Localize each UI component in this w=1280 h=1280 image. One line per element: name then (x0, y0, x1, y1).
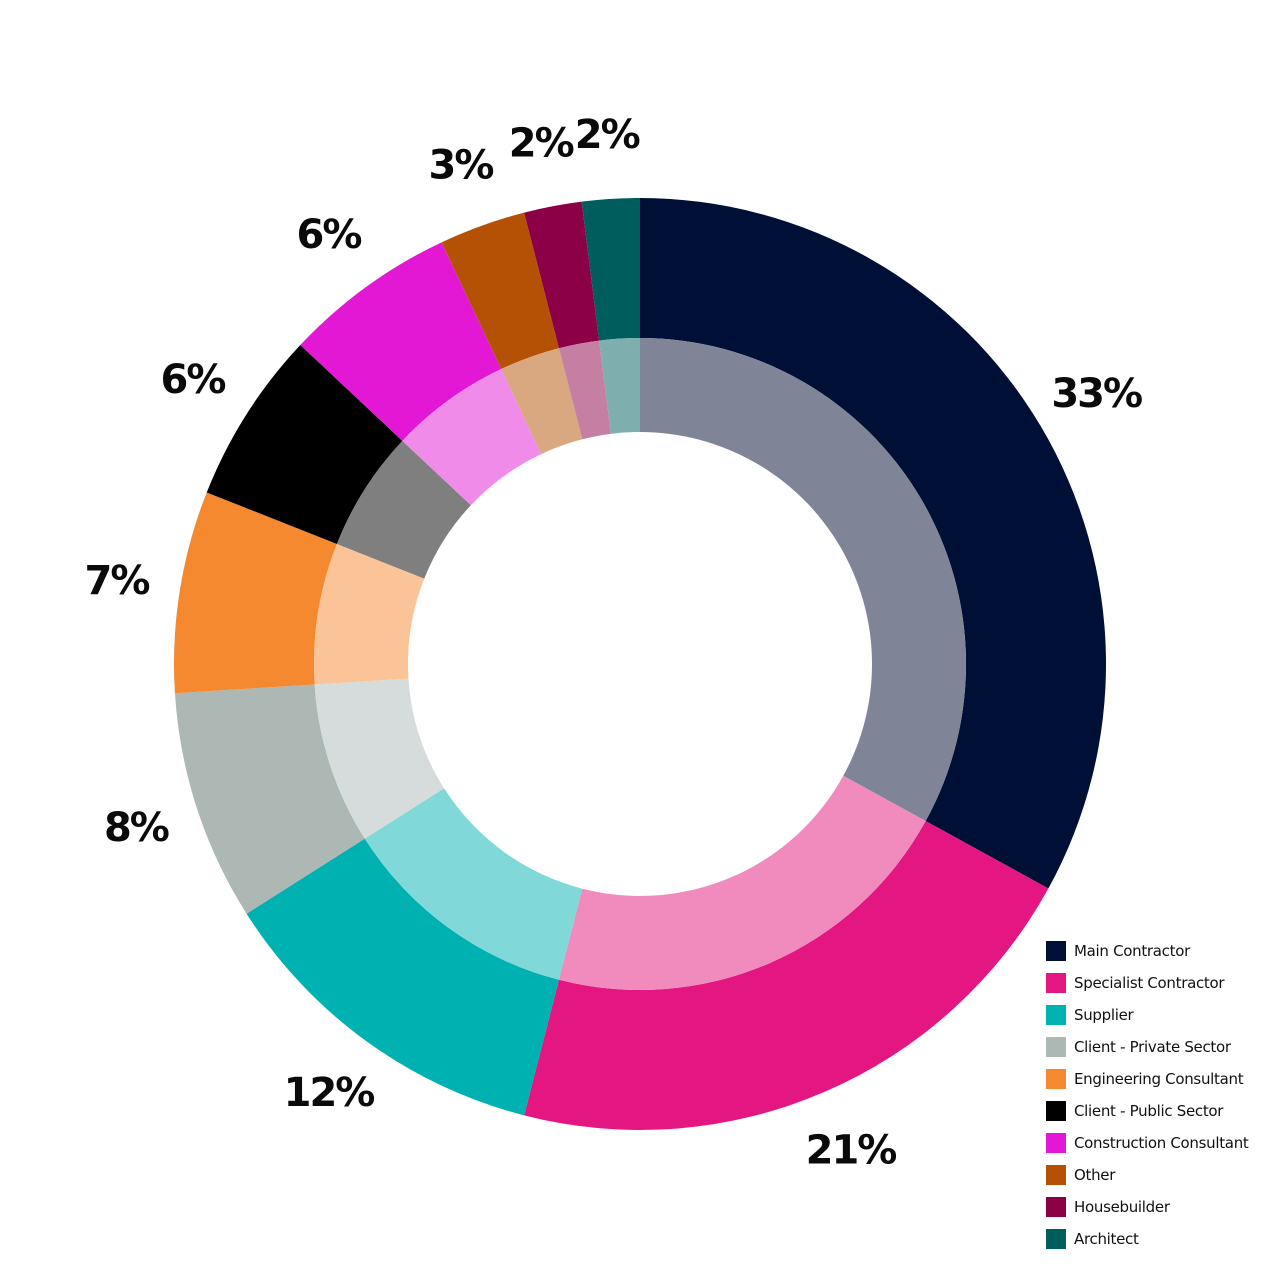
legend-item-client-private-sector: Client - Private Sector (1046, 1031, 1249, 1063)
outer-ring (173, 198, 1107, 1131)
legend-swatch (1046, 1037, 1066, 1057)
slice-inner-main-contractor (640, 338, 967, 822)
slice-inner-specialist-contractor (558, 775, 926, 991)
slice-inner-client-private-sector (314, 678, 445, 839)
slice-outer-other (441, 212, 559, 370)
percent-label-client-public-sector: 6% (161, 357, 226, 403)
legend: Main Contractor Specialist Contractor Supp… (1046, 935, 1249, 1255)
slice-inner-engineering-consultant (313, 543, 425, 685)
legend-swatch (1046, 1005, 1066, 1025)
slice-inner-client-public-sector (336, 440, 471, 579)
inner-ring (313, 338, 967, 991)
percent-labels: 33% 21% 12% 8% 7% 6% 6% 3% 2% 2% (85, 112, 1144, 1173)
slice-inner-housebuilder (558, 340, 611, 440)
legend-item-specialist-contractor: Specialist Contractor (1046, 967, 1249, 999)
slice-inner-architect (599, 338, 640, 434)
legend-item-housebuilder: Housebuilder (1046, 1191, 1249, 1223)
slice-inner-supplier (364, 788, 583, 980)
legend-label: Architect (1074, 1230, 1139, 1248)
legend-swatch (1046, 1197, 1066, 1217)
legend-label: Supplier (1074, 1006, 1134, 1024)
percent-label-architect: 2% (575, 112, 640, 158)
percent-label-supplier: 12% (284, 1070, 375, 1116)
percent-label-other: 3% (429, 142, 494, 188)
legend-item-architect: Architect (1046, 1223, 1249, 1255)
legend-item-construction-consultant: Construction Consultant (1046, 1127, 1249, 1159)
slice-outer-architect (581, 198, 640, 341)
legend-item-supplier: Supplier (1046, 999, 1249, 1031)
legend-label: Construction Consultant (1074, 1134, 1249, 1152)
legend-swatch (1046, 1133, 1066, 1153)
legend-label: Client - Private Sector (1074, 1038, 1231, 1056)
slice-outer-client-private-sector (174, 684, 365, 914)
legend-item-client-public-sector: Client - Public Sector (1046, 1095, 1249, 1127)
slice-outer-specialist-contractor (524, 821, 1049, 1131)
legend-swatch (1046, 1229, 1066, 1249)
slice-outer-client-public-sector (206, 345, 403, 544)
legend-item-main-contractor: Main Contractor (1046, 935, 1249, 967)
percent-label-client-private-sector: 8% (104, 805, 169, 851)
legend-swatch (1046, 1069, 1066, 1089)
legend-label: Client - Public Sector (1074, 1102, 1224, 1120)
slice-outer-housebuilder (524, 201, 600, 349)
slice-inner-other (501, 348, 583, 455)
slice-inner-construction-consultant (402, 369, 542, 506)
legend-swatch (1046, 973, 1066, 993)
legend-swatch (1046, 1165, 1066, 1185)
legend-label: Specialist Contractor (1074, 974, 1225, 992)
legend-swatch (1046, 941, 1066, 961)
slice-outer-supplier (246, 838, 559, 1116)
legend-item-other: Other (1046, 1159, 1249, 1191)
legend-label: Other (1074, 1166, 1116, 1184)
percent-label-engineering-consultant: 7% (85, 558, 150, 604)
percent-label-housebuilder: 2% (509, 120, 574, 166)
slice-outer-main-contractor (640, 198, 1107, 889)
legend-label: Housebuilder (1074, 1198, 1170, 1216)
legend-label: Main Contractor (1074, 942, 1190, 960)
percent-label-main-contractor: 33% (1051, 371, 1142, 417)
legend-swatch (1046, 1101, 1066, 1121)
legend-item-engineering-consultant: Engineering Consultant (1046, 1063, 1249, 1095)
percent-label-specialist-contractor: 21% (806, 1127, 897, 1173)
legend-label: Engineering Consultant (1074, 1070, 1244, 1088)
percent-label-construction-consultant: 6% (297, 212, 362, 258)
slice-outer-construction-consultant (300, 242, 502, 441)
slice-outer-engineering-consultant (173, 492, 337, 694)
